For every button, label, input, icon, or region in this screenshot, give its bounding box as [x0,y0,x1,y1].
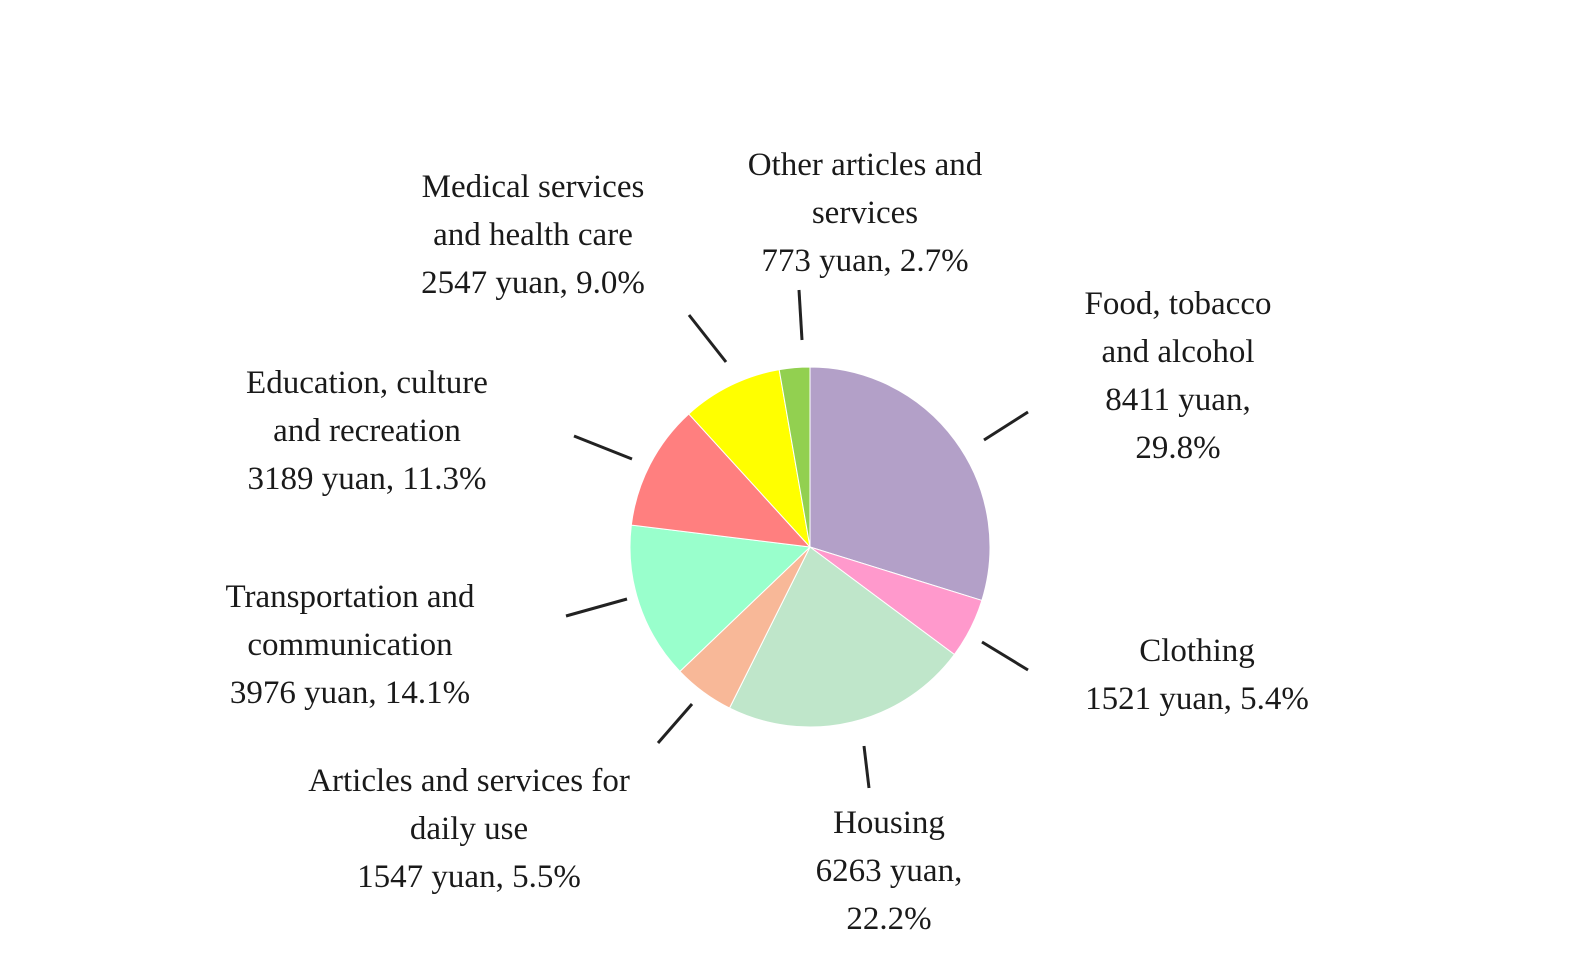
leader-line-other [797,289,804,341]
label-line: 1547 yuan, 5.5% [357,859,581,895]
label-line: 8411 yuan, [1105,382,1251,418]
pie-slice-transport [629,524,812,673]
label-line: 6263 yuan, [815,853,963,889]
label-line: daily use [409,811,529,847]
label-line: Education, culture [246,365,488,401]
label-line: Other articles and [747,147,983,183]
pie-slice-education [630,413,812,548]
data-label-education: Education, culture and recreation 3189 y… [246,359,488,503]
pie-slice-medical [688,369,811,549]
label-line: Clothing [1139,633,1255,669]
pie-slice-food [809,366,991,602]
label-line: 29.8% [1135,430,1221,466]
label-line: Transportation and [225,579,475,615]
leader-line-food [983,410,1029,442]
pie-slice-housing [728,546,956,728]
leader-line-daily [656,703,694,744]
label-line: and health care [433,217,633,253]
label-line: 22.2% [846,901,932,937]
data-label-food: Food, tobacco and alcohol 8411 yuan, 29.… [1085,280,1272,472]
label-line: 2547 yuan, 9.0% [421,265,645,301]
leader-line-transport [565,597,628,618]
label-line: services [811,195,919,231]
data-label-transport: Transportation and communication 3976 yu… [225,573,474,717]
label-line: Medical services [421,169,645,205]
label-line: and recreation [273,413,461,449]
data-label-other: Other articles and services 773 yuan, 2.… [748,141,983,285]
label-line: and alcohol [1101,334,1255,370]
label-line: 1521 yuan, 5.4% [1085,681,1309,717]
label-line: 773 yuan, 2.7% [761,243,969,279]
label-line: communication [247,627,453,663]
leader-line-housing [862,745,871,789]
label-line: 3976 yuan, 14.1% [229,675,471,711]
pie-slice-other [778,366,811,548]
data-label-housing: Housing 6263 yuan, 22.2% [816,799,963,943]
data-label-medical: Medical services and health care 2547 yu… [421,163,645,307]
label-line: 3189 yuan, 11.3% [247,461,487,497]
leader-line-clothing [981,640,1029,672]
data-label-daily: Articles and services for daily use 1547… [308,757,630,901]
leader-line-education [573,434,633,461]
label-line: Food, tobacco [1084,286,1272,322]
label-line: Articles and services for [308,763,630,799]
data-label-clothing: Clothing 1521 yuan, 5.4% [1085,627,1309,723]
label-line: Housing [833,805,945,841]
leader-line-medical [687,314,728,363]
